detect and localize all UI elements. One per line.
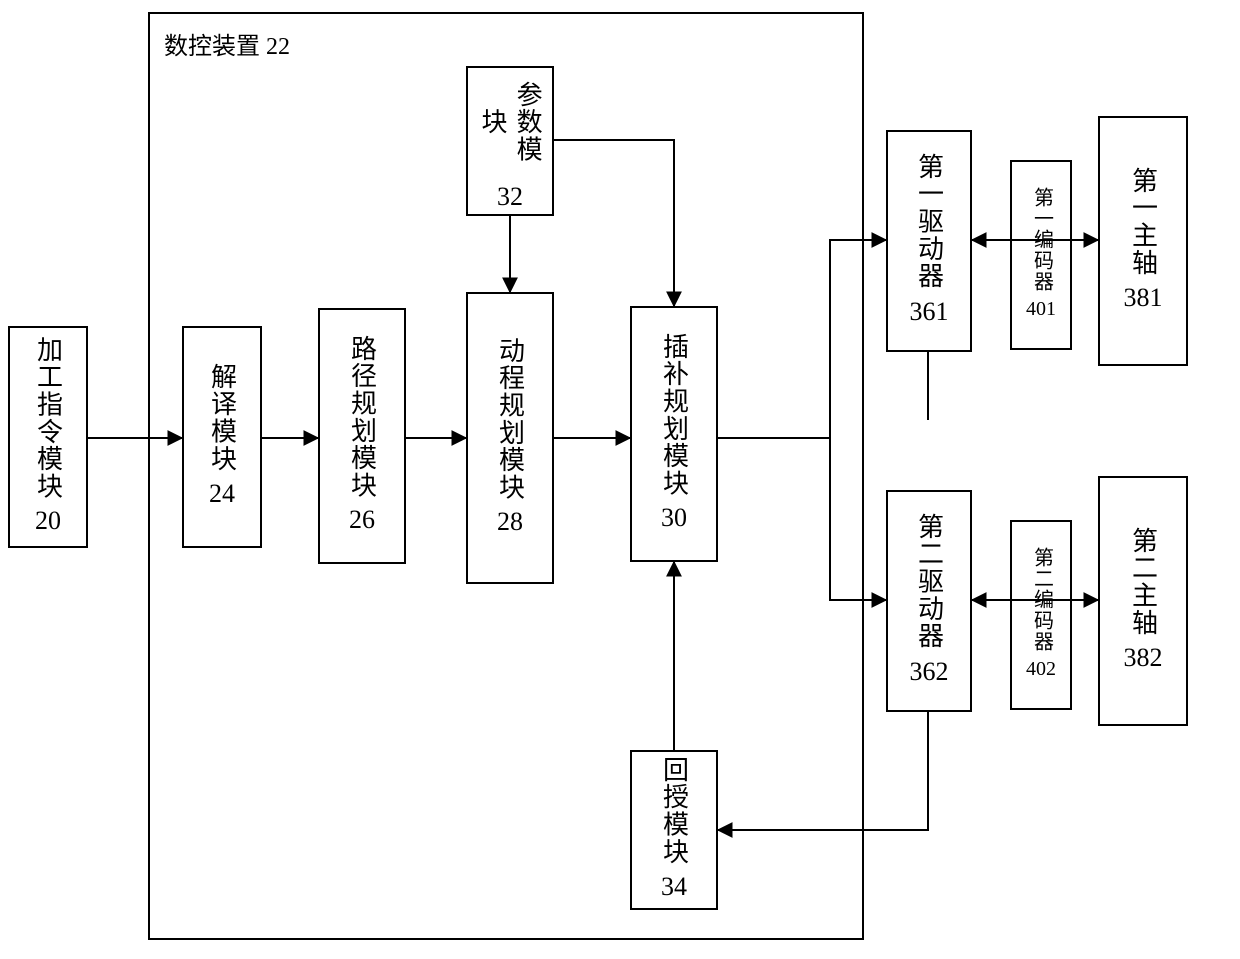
node-label: 加工指令模块 (30, 336, 65, 500)
node-n382: 第二主轴 382 (1098, 476, 1188, 726)
node-label: 第二主轴 (1125, 527, 1160, 636)
node-n26: 路径规划模块26 (318, 308, 406, 564)
node-number: 362 (910, 654, 949, 689)
node-number: 382 (1124, 640, 1163, 675)
node-n30: 插补规划模块30 (630, 306, 718, 562)
node-number: 361 (910, 294, 949, 329)
cnc-block-diagram: 数控装置 22 加工指令模块20 解译模块 24 路径规划模块26 动程规划模块28 参数… (0, 0, 1240, 959)
node-number: 381 (1124, 280, 1163, 315)
node-n32: 参数模块 32 (466, 66, 554, 216)
node-n381: 第一主轴 381 (1098, 116, 1188, 366)
node-number: 401 (1026, 296, 1056, 323)
node-label: 第一驱动器 (911, 153, 946, 290)
cnc-device-label: 数控装置 22 (164, 26, 290, 61)
node-label: 第一编码器 (1028, 187, 1055, 292)
node-label: 第二驱动器 (911, 513, 946, 650)
node-n401: 第一编码器 401 (1010, 160, 1072, 350)
node-n34: 回授模块 34 (630, 750, 718, 910)
node-number: 32 (497, 179, 523, 214)
node-label: 回授模块 (656, 756, 691, 865)
node-n362: 第二驱动器 362 (886, 490, 972, 712)
node-n402: 第二编码器 402 (1010, 520, 1072, 710)
node-number: 28 (497, 504, 523, 539)
node-label: 第二编码器 (1028, 547, 1055, 652)
node-label: 插补规划模块 (656, 333, 691, 497)
node-number: 24 (209, 476, 235, 511)
node-n361: 第一驱动器 361 (886, 130, 972, 352)
node-number: 34 (661, 869, 687, 904)
node-label: 路径规划模块 (344, 335, 379, 499)
node-label: 动程规划模块 (492, 337, 527, 501)
node-label: 参数模块 (475, 68, 545, 175)
node-number: 26 (349, 502, 375, 537)
node-label: 解译模块 (204, 363, 239, 472)
node-n28: 动程规划模块28 (466, 292, 554, 584)
node-number: 402 (1026, 656, 1056, 683)
node-n24: 解译模块 24 (182, 326, 262, 548)
node-label: 第一主轴 (1125, 167, 1160, 276)
node-number: 30 (661, 500, 687, 535)
node-number: 20 (35, 503, 61, 538)
node-n20: 加工指令模块20 (8, 326, 88, 548)
